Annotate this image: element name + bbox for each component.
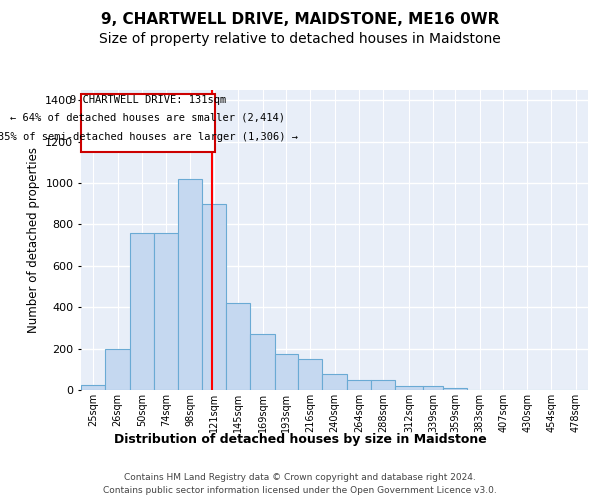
Text: Contains public sector information licensed under the Open Government Licence v3: Contains public sector information licen…	[103, 486, 497, 495]
Bar	[395, 386, 423, 390]
Text: Size of property relative to detached houses in Maidstone: Size of property relative to detached ho…	[99, 32, 501, 46]
Bar	[322, 374, 347, 390]
Bar	[250, 334, 275, 390]
Bar	[130, 233, 154, 390]
Bar	[106, 348, 130, 390]
Bar	[154, 233, 178, 390]
Bar	[423, 386, 443, 390]
Text: Contains HM Land Registry data © Crown copyright and database right 2024.: Contains HM Land Registry data © Crown c…	[124, 472, 476, 482]
Bar	[298, 359, 322, 390]
Bar	[202, 204, 226, 390]
Bar	[81, 385, 106, 390]
Text: 35% of semi-detached houses are larger (1,306) →: 35% of semi-detached houses are larger (…	[0, 132, 298, 141]
FancyBboxPatch shape	[81, 94, 215, 152]
Bar	[371, 380, 395, 390]
Bar	[178, 179, 202, 390]
Bar	[347, 380, 371, 390]
Bar	[226, 303, 250, 390]
Text: 9 CHARTWELL DRIVE: 131sqm: 9 CHARTWELL DRIVE: 131sqm	[70, 95, 226, 105]
Y-axis label: Number of detached properties: Number of detached properties	[26, 147, 40, 333]
Text: 9, CHARTWELL DRIVE, MAIDSTONE, ME16 0WR: 9, CHARTWELL DRIVE, MAIDSTONE, ME16 0WR	[101, 12, 499, 28]
Text: ← 64% of detached houses are smaller (2,414): ← 64% of detached houses are smaller (2,…	[10, 112, 286, 122]
Bar	[275, 354, 298, 390]
Bar	[443, 388, 467, 390]
Text: Distribution of detached houses by size in Maidstone: Distribution of detached houses by size …	[113, 432, 487, 446]
